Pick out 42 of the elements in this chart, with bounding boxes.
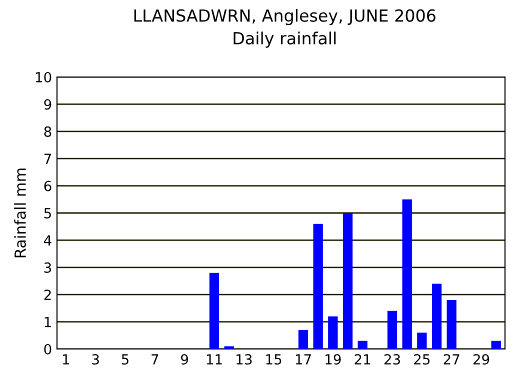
bar: [328, 316, 338, 349]
bar: [387, 310, 398, 349]
bar: [402, 199, 412, 349]
x-tick-label: 5: [122, 354, 128, 365]
y-tick-label: 10: [36, 72, 52, 82]
y-tick-label: 2: [44, 290, 51, 300]
y-tick-label: 0: [44, 344, 52, 354]
x-tick-label: 11: [206, 354, 222, 364]
x-tick-label: 29: [473, 354, 490, 365]
x-tick-label: 19: [326, 354, 341, 365]
chart-subtitle: Daily rainfall: [234, 32, 336, 48]
x-tick-label: 7: [152, 354, 158, 364]
y-tick-label: 7: [44, 154, 51, 164]
x-tick-label: 23: [384, 354, 400, 365]
bar: [342, 213, 353, 349]
x-tick-label: 21: [354, 354, 370, 364]
bar: [313, 224, 323, 349]
y-tick-label: 4: [44, 235, 52, 246]
y-tick-label: 9: [44, 99, 52, 110]
bar: [209, 272, 220, 349]
chart-title: LLANSADWRN, Anglesey, JUNE 2006: [134, 8, 436, 26]
y-tick-label: 5: [44, 208, 51, 218]
bar: [432, 284, 442, 349]
y-tick-label: 3: [44, 262, 52, 273]
x-tick-label: 9: [181, 354, 188, 365]
x-tick-label: 15: [266, 354, 282, 365]
bar: [358, 340, 368, 349]
x-tick-label: 17: [296, 354, 311, 364]
bar: [491, 340, 501, 349]
x-tick-label: 13: [236, 354, 252, 365]
x-tick-label: 25: [414, 354, 430, 365]
y-tick-label: 1: [44, 316, 51, 328]
bar: [417, 332, 427, 349]
bar: [298, 330, 308, 349]
x-tick-label: 27: [444, 354, 460, 364]
y-axis-title: Rainfall mm: [14, 168, 26, 258]
bar: [446, 300, 456, 349]
y-tick-label: 8: [44, 126, 52, 137]
bar: [224, 346, 234, 349]
x-tick-label: 1: [63, 354, 70, 364]
y-tick-label: 6: [44, 180, 52, 192]
x-tick-label: 3: [92, 354, 99, 365]
